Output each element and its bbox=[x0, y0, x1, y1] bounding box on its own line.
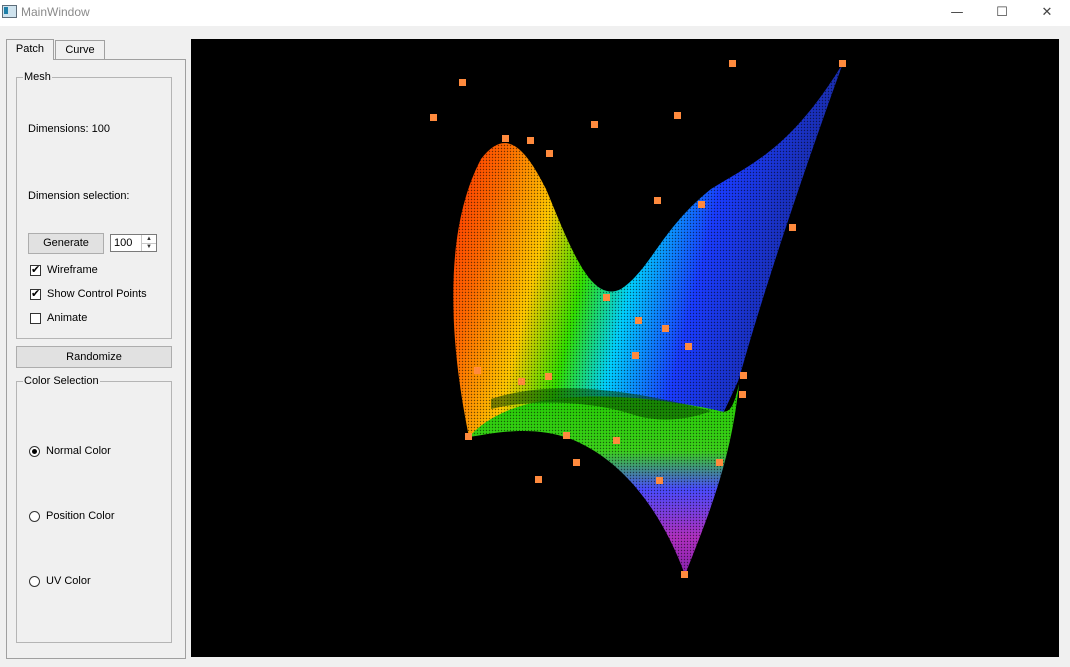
control-point[interactable] bbox=[474, 367, 481, 374]
randomize-button[interactable]: Randomize bbox=[16, 346, 172, 368]
tab-curve[interactable]: Curve bbox=[55, 40, 105, 59]
control-point[interactable] bbox=[535, 476, 542, 483]
control-point[interactable] bbox=[662, 325, 669, 332]
normal-color-radio-icon[interactable] bbox=[29, 445, 40, 457]
window-title: MainWindow bbox=[21, 5, 90, 19]
generate-button[interactable]: Generate bbox=[28, 233, 104, 254]
normal-color-label: Normal Color bbox=[46, 445, 111, 457]
wireframe-label: Wireframe bbox=[47, 264, 98, 276]
color-selection-title: Color Selection bbox=[23, 375, 100, 387]
show-control-points-checkbox[interactable]: Show Control Points bbox=[30, 287, 147, 300]
control-point[interactable] bbox=[674, 112, 681, 119]
control-point[interactable] bbox=[613, 437, 620, 444]
normal-color-radio[interactable]: Normal Color bbox=[29, 445, 111, 457]
control-point[interactable] bbox=[635, 317, 642, 324]
maximize-button[interactable]: ☐ bbox=[996, 5, 1008, 20]
position-color-label: Position Color bbox=[46, 510, 115, 522]
control-point[interactable] bbox=[591, 121, 598, 128]
uv-color-radio-icon[interactable] bbox=[29, 575, 40, 587]
wireframe-check-icon[interactable] bbox=[30, 263, 41, 276]
spin-up-arrow-icon[interactable]: ▲ bbox=[141, 235, 156, 244]
uv-color-label: UV Color bbox=[46, 575, 91, 587]
control-point[interactable] bbox=[632, 352, 639, 359]
control-point[interactable] bbox=[527, 137, 534, 144]
wireframe-overlay bbox=[453, 63, 843, 575]
control-point[interactable] bbox=[839, 60, 846, 67]
control-point[interactable] bbox=[716, 459, 723, 466]
control-point[interactable] bbox=[681, 571, 688, 578]
control-point[interactable] bbox=[739, 391, 746, 398]
show-control-points-check-icon[interactable] bbox=[30, 287, 41, 300]
minimize-button[interactable]: — bbox=[950, 5, 964, 20]
dimension-selection-label: Dimension selection: bbox=[28, 190, 130, 202]
control-point[interactable] bbox=[545, 373, 552, 380]
animate-checkbox[interactable]: Animate bbox=[30, 312, 87, 324]
animate-check-icon[interactable] bbox=[30, 312, 41, 324]
spin-down-arrow-icon[interactable]: ▼ bbox=[141, 243, 156, 251]
control-point[interactable] bbox=[430, 114, 437, 121]
position-color-radio-icon[interactable] bbox=[29, 510, 40, 522]
control-points bbox=[430, 60, 846, 578]
control-point[interactable] bbox=[546, 150, 553, 157]
control-point[interactable] bbox=[789, 224, 796, 231]
control-point[interactable] bbox=[729, 60, 736, 67]
control-point[interactable] bbox=[465, 433, 472, 440]
control-point[interactable] bbox=[685, 343, 692, 350]
wireframe-checkbox[interactable]: Wireframe bbox=[30, 263, 98, 276]
control-point[interactable] bbox=[563, 432, 570, 439]
mesh-groupbox: Mesh bbox=[16, 71, 172, 339]
control-point[interactable] bbox=[656, 477, 663, 484]
title-bar: MainWindow — ☐ ✕ bbox=[0, 0, 1070, 26]
control-point[interactable] bbox=[740, 372, 747, 379]
close-button[interactable]: ✕ bbox=[1041, 5, 1053, 20]
control-point[interactable] bbox=[698, 201, 705, 208]
mesh-groupbox-title: Mesh bbox=[23, 71, 52, 83]
dimension-spinbox-value: 100 bbox=[114, 237, 133, 249]
app-icon bbox=[2, 5, 17, 18]
control-point[interactable] bbox=[502, 135, 509, 142]
control-point[interactable] bbox=[573, 459, 580, 466]
control-point[interactable] bbox=[654, 197, 661, 204]
show-control-points-label: Show Control Points bbox=[47, 288, 147, 300]
control-point[interactable] bbox=[603, 294, 610, 301]
position-color-radio[interactable]: Position Color bbox=[29, 510, 114, 522]
control-point[interactable] bbox=[459, 79, 466, 86]
control-point[interactable] bbox=[518, 378, 525, 385]
color-selection-groupbox: Color Selection bbox=[16, 375, 172, 643]
gl-viewport[interactable] bbox=[191, 39, 1059, 657]
uv-color-radio[interactable]: UV Color bbox=[29, 575, 91, 587]
dimensions-label: Dimensions: 100 bbox=[28, 123, 110, 135]
dimension-spinbox[interactable]: 100 ▲ ▼ bbox=[110, 234, 157, 252]
animate-label: Animate bbox=[47, 312, 88, 324]
tab-patch[interactable]: Patch bbox=[6, 39, 54, 60]
bezier-patch-render bbox=[430, 60, 846, 578]
